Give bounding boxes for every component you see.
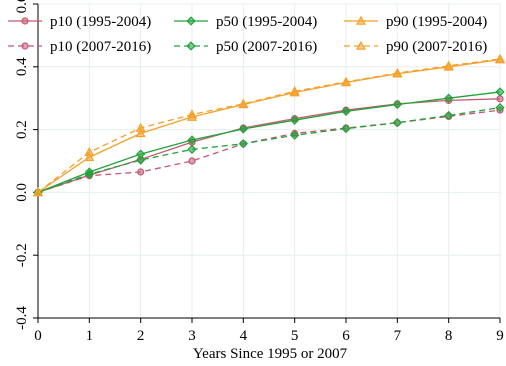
legend-marker bbox=[355, 15, 367, 25]
data-point bbox=[188, 157, 196, 165]
series-line bbox=[37, 91, 501, 194]
series-line bbox=[37, 58, 501, 193]
legend-marker bbox=[21, 17, 29, 25]
data-point bbox=[496, 95, 504, 103]
series-group bbox=[32, 53, 506, 198]
x-tick-label: 0 bbox=[34, 328, 42, 344]
grid bbox=[37, 3, 501, 319]
legend-marker bbox=[186, 41, 196, 51]
data-point bbox=[238, 124, 248, 134]
data-point bbox=[392, 99, 402, 110]
series-4 bbox=[32, 54, 506, 197]
data-point bbox=[136, 155, 146, 165]
legend-item: p10 (2007-2016) bbox=[8, 39, 151, 55]
x-tick-label: 5 bbox=[291, 328, 299, 344]
data-point bbox=[84, 169, 94, 179]
legend-marker bbox=[21, 42, 29, 50]
data-point bbox=[392, 67, 403, 77]
data-point bbox=[392, 118, 402, 128]
data-point bbox=[341, 106, 351, 117]
series-5 bbox=[32, 53, 506, 197]
y-tick-label: -0.4 bbox=[14, 306, 30, 330]
data-point bbox=[84, 146, 95, 157]
x-tick-label: 2 bbox=[137, 328, 145, 344]
legend-label: p10 (1995-2004) bbox=[50, 14, 151, 30]
data-point bbox=[84, 151, 95, 162]
x-tick-label: 7 bbox=[394, 328, 402, 344]
data-point bbox=[495, 87, 505, 97]
x-tick-label: 8 bbox=[445, 328, 453, 344]
data-point bbox=[290, 115, 300, 125]
data-point bbox=[186, 109, 198, 119]
legend-label: p10 (2007-2016) bbox=[50, 39, 151, 55]
data-point bbox=[443, 60, 454, 70]
y-tick-label: -0.2 bbox=[14, 243, 30, 267]
data-point bbox=[187, 135, 197, 145]
axes: -0.4 -0.2 0.0 0.2 0.4 0.6 0 1 2 3 4 5 6 7 8 9 bbox=[14, 0, 504, 344]
x-tick-label: 9 bbox=[496, 328, 504, 344]
legend-label: p50 (2007-2016) bbox=[216, 39, 317, 55]
legend-item: p90 (2007-2016) bbox=[344, 39, 487, 55]
data-point bbox=[135, 128, 146, 138]
series-line bbox=[37, 109, 501, 194]
data-point bbox=[290, 130, 300, 140]
legend-label: p90 (2007-2016) bbox=[386, 39, 487, 55]
x-tick-label: 6 bbox=[342, 328, 350, 344]
series-1 bbox=[34, 106, 504, 196]
data-point bbox=[32, 187, 44, 197]
data-point bbox=[495, 102, 505, 113]
data-point bbox=[137, 168, 145, 176]
data-point bbox=[444, 110, 454, 121]
legend-item: p50 (2007-2016) bbox=[174, 39, 317, 55]
data-point bbox=[494, 53, 506, 63]
legend: p10 (1995-2004) p50 (1995-2004) p90 (1995-… bbox=[8, 14, 487, 55]
series-2 bbox=[33, 87, 505, 198]
legend-marker bbox=[355, 40, 367, 50]
series-line bbox=[37, 98, 501, 194]
legend-label: p90 (1995-2004) bbox=[386, 14, 487, 30]
data-point bbox=[238, 139, 248, 149]
data-point bbox=[187, 144, 197, 155]
legend-label: p50 (1995-2004) bbox=[216, 14, 317, 30]
data-point bbox=[289, 86, 300, 96]
series-line bbox=[37, 58, 501, 193]
x-tick-label: 3 bbox=[188, 328, 196, 344]
data-point bbox=[444, 93, 454, 103]
y-tick-label: 0.6 bbox=[14, 0, 30, 13]
x-axis-title: Years Since 1995 or 2007 bbox=[193, 346, 348, 362]
x-tick-label: 4 bbox=[240, 328, 248, 344]
legend-item: p90 (1995-2004) bbox=[344, 14, 487, 30]
y-tick-label: 0.2 bbox=[14, 120, 30, 139]
series-line bbox=[37, 106, 501, 194]
legend-item: p50 (1995-2004) bbox=[174, 14, 317, 30]
data-point bbox=[340, 76, 352, 86]
data-point bbox=[135, 122, 146, 132]
data-point bbox=[238, 98, 249, 108]
y-tick-label: 0.0 bbox=[14, 183, 30, 202]
series-3 bbox=[33, 102, 505, 198]
legend-item: p10 (1995-2004) bbox=[8, 14, 151, 30]
series-0 bbox=[34, 95, 504, 196]
legend-marker bbox=[186, 16, 196, 26]
y-tick-label: 0.4 bbox=[14, 57, 30, 76]
data-point bbox=[341, 124, 351, 134]
x-tick-label: 1 bbox=[86, 328, 94, 344]
